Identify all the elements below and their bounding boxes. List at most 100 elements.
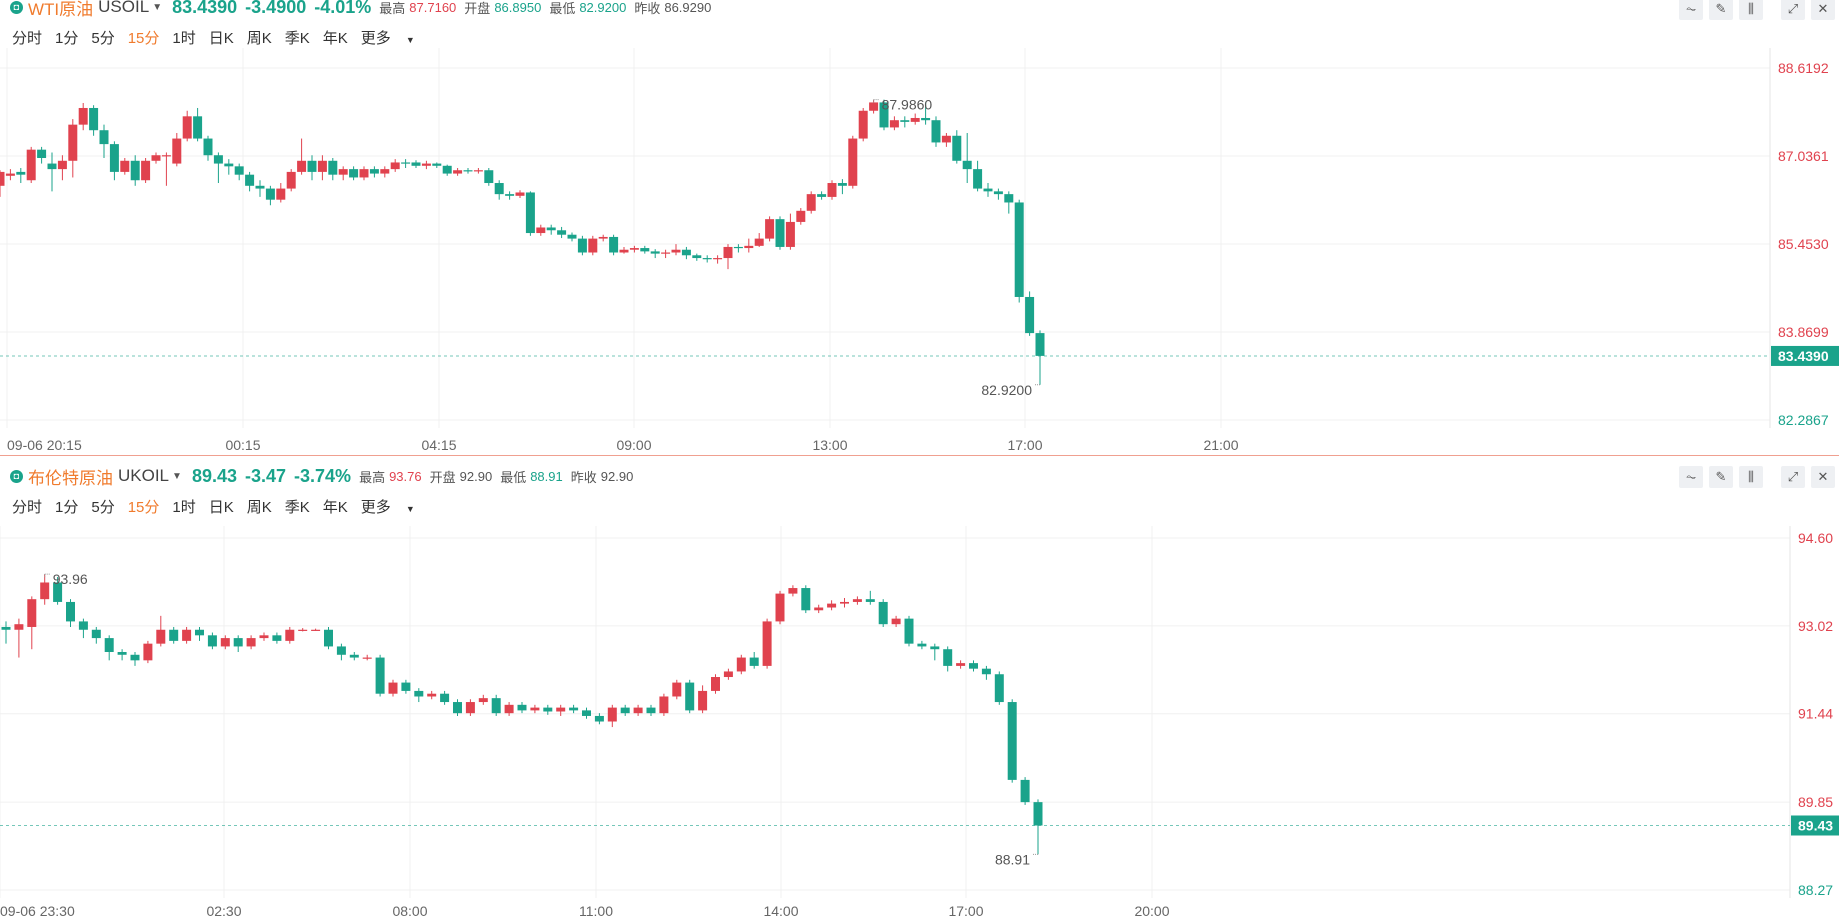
candle-body[interactable] [27, 599, 37, 627]
candle-type-icon[interactable]: ⫼ [1739, 0, 1763, 20]
candle-body[interactable] [806, 194, 816, 211]
candlestick-chart-usoil[interactable]: 88.6192 87.0361 85.4530 83.8699 82.2867 09-06… [0, 48, 1839, 453]
candle-body[interactable] [650, 251, 660, 254]
candle-body[interactable] [515, 192, 525, 196]
candle-body[interactable] [723, 671, 733, 678]
candle-body[interactable] [517, 704, 527, 711]
candle-body[interactable] [801, 588, 811, 611]
candle-body[interactable] [994, 674, 1004, 703]
candle-body[interactable] [324, 629, 333, 647]
tab-period-1m[interactable]: 1分 [55, 499, 79, 516]
candle-body[interactable] [900, 120, 910, 122]
candle-body[interactable] [865, 599, 875, 602]
tab-period-1h[interactable]: 1时 [172, 499, 196, 516]
tab-period-15m[interactable]: 15分 [127, 499, 160, 516]
candle-body[interactable] [837, 183, 847, 186]
candle-body[interactable] [981, 668, 991, 675]
candle-body[interactable] [941, 135, 951, 143]
candle-body[interactable] [5, 173, 15, 176]
candle-body[interactable] [640, 248, 650, 252]
candle-body[interactable] [852, 599, 862, 602]
candle-body[interactable] [765, 219, 775, 239]
candle-body[interactable] [328, 160, 338, 175]
candle-body[interactable] [432, 163, 442, 166]
candle-body[interactable] [762, 621, 772, 666]
candle-body[interactable] [736, 657, 746, 672]
close-icon[interactable]: ✕ [1811, 0, 1835, 20]
candle-body[interactable] [390, 162, 400, 170]
instrument-code[interactable]: USOIL [98, 0, 150, 16]
tab-period-fenshi[interactable]: 分时 [12, 30, 43, 47]
candle-body[interactable] [89, 107, 99, 131]
panel-divider[interactable] [0, 455, 1839, 456]
candle-body[interactable] [775, 219, 785, 247]
candle-body[interactable] [754, 238, 764, 246]
candle-body[interactable] [659, 696, 669, 714]
candle-body[interactable] [917, 643, 927, 647]
candle-body[interactable] [827, 183, 837, 197]
instrument-name[interactable]: 布伦特原油 [28, 468, 113, 488]
candle-body[interactable] [609, 236, 619, 253]
candle-body[interactable] [182, 116, 192, 139]
candle-body[interactable] [607, 707, 617, 722]
candle-body[interactable] [1020, 779, 1030, 803]
candle-body[interactable] [40, 582, 50, 600]
candle-body[interactable] [698, 690, 708, 711]
candle-body[interactable] [362, 657, 372, 659]
candle-body[interactable] [453, 702, 462, 714]
candle-body[interactable] [921, 117, 931, 121]
candle-body[interactable] [536, 227, 546, 234]
candle-body[interactable] [620, 707, 630, 714]
draw-icon[interactable]: ✎ [1709, 466, 1733, 488]
candle-body[interactable] [1025, 296, 1035, 334]
candle-body[interactable] [117, 651, 127, 655]
candle-body[interactable] [338, 169, 348, 175]
candle-body[interactable] [962, 160, 972, 170]
candle-body[interactable] [151, 155, 161, 161]
candle-body[interactable] [956, 663, 966, 666]
candle-body[interactable] [775, 593, 785, 622]
candle-body[interactable] [478, 698, 488, 703]
candle-body[interactable] [1, 626, 11, 630]
candle-body[interactable] [375, 657, 385, 694]
candle-body[interactable] [182, 629, 192, 641]
candle-body[interactable] [37, 149, 47, 159]
instrument-name[interactable]: WTI原油 [28, 0, 94, 19]
candle-body[interactable] [598, 236, 608, 239]
candle-body[interactable] [440, 693, 450, 703]
candle-body[interactable] [255, 185, 265, 189]
candle-body[interactable] [878, 601, 888, 625]
candle-body[interactable] [546, 227, 556, 231]
candle-body[interactable] [109, 144, 119, 172]
candle-body[interactable] [276, 188, 286, 200]
candle-body[interactable] [233, 638, 243, 647]
candle-body[interactable] [245, 174, 255, 186]
candle-body[interactable] [172, 138, 182, 164]
candle-body[interactable] [16, 171, 26, 175]
candle-body[interactable] [14, 624, 24, 630]
candle-body[interactable] [421, 163, 431, 166]
candle-body[interactable] [130, 654, 140, 661]
candle-body[interactable] [891, 618, 901, 625]
candle-body[interactable] [567, 234, 577, 239]
candle-body[interactable] [491, 698, 501, 714]
candle-body[interactable] [530, 707, 540, 711]
candle-body[interactable] [505, 194, 515, 196]
candle-body[interactable] [298, 629, 308, 631]
tab-period-1h[interactable]: 1时 [172, 30, 196, 47]
candle-body[interactable] [156, 629, 166, 644]
candle-body[interactable] [930, 646, 940, 650]
tab-period-day[interactable]: 日K [208, 30, 234, 47]
tab-period-quarter[interactable]: 季K [284, 499, 310, 516]
candle-body[interactable] [120, 160, 130, 172]
candle-body[interactable] [685, 682, 695, 711]
candle-body[interactable] [879, 102, 889, 128]
candle-body[interactable] [1007, 702, 1017, 780]
tab-period-year[interactable]: 年K [322, 30, 348, 47]
candle-body[interactable] [359, 169, 369, 178]
candle-body[interactable] [723, 246, 733, 259]
candlestick-chart-ukoil[interactable]: 94.60 93.02 91.44 89.85 88.27 09-06 23:30 02:3… [0, 526, 1839, 919]
candle-body[interactable] [47, 163, 57, 170]
candle-body[interactable] [827, 603, 837, 608]
candle-body[interactable] [213, 155, 223, 164]
